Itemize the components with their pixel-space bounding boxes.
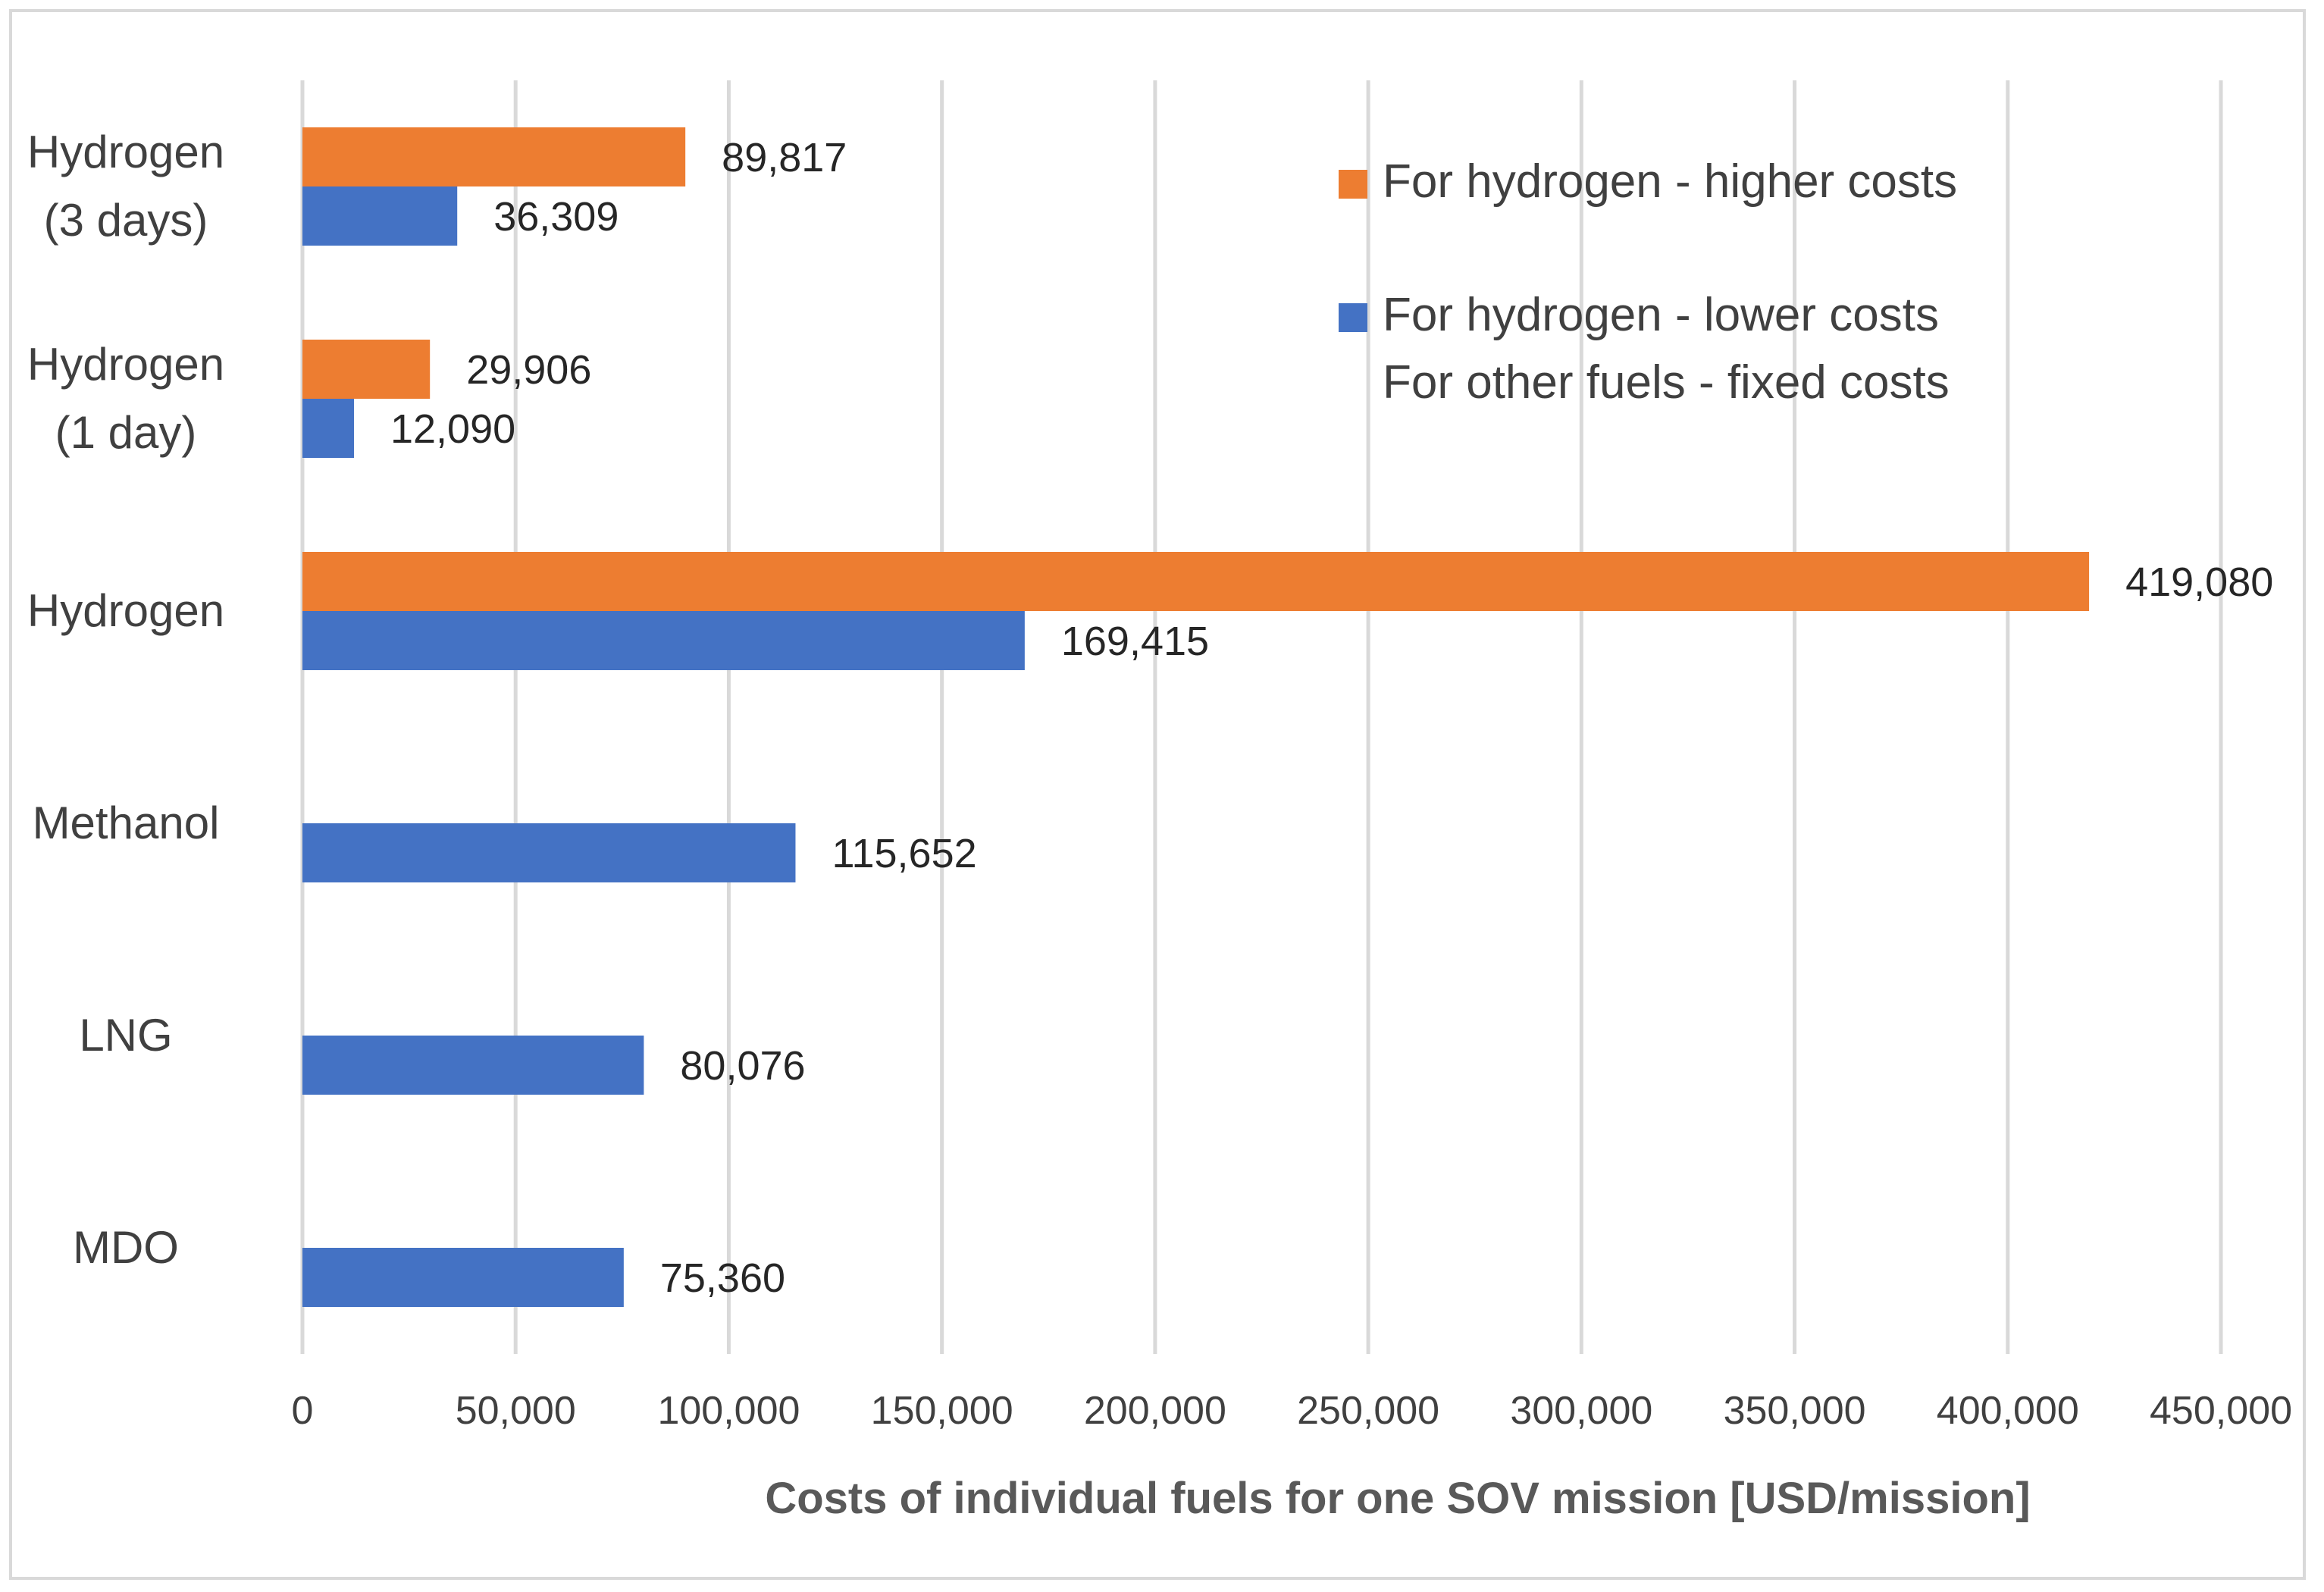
x-tick-label: 250,000	[1297, 1389, 1439, 1433]
bar-lower-costs	[302, 823, 796, 882]
data-label: 89,817	[722, 135, 847, 180]
data-label: 75,360	[660, 1255, 785, 1301]
x-tick-label: 100,000	[657, 1389, 800, 1433]
x-tick-label: 0	[292, 1389, 314, 1433]
legend-swatch-lower-costs	[1339, 303, 1367, 332]
x-tick-label: 200,000	[1084, 1389, 1226, 1433]
legend-label-lower-costs: For hydrogen - lower costs	[1383, 289, 1939, 341]
category-label: (3 days)	[44, 195, 208, 246]
bar-lower-costs	[302, 399, 354, 458]
category-label: MDO	[73, 1222, 179, 1273]
bar-lower-costs	[302, 186, 458, 246]
legend-label-higher-costs: For hydrogen - higher costs	[1383, 155, 1957, 208]
bar-higher-costs	[302, 552, 2090, 611]
category-label: Hydrogen	[27, 339, 224, 390]
legend: For hydrogen - higher costs For hydrogen…	[1339, 155, 1957, 409]
category-label: Methanol	[33, 798, 220, 848]
category-label: Hydrogen	[27, 585, 224, 636]
data-label: 12,090	[390, 406, 515, 452]
data-label: 115,652	[832, 831, 976, 876]
gridlines	[300, 80, 2223, 1354]
x-tick-labels: 0 50,000 100,000 150,000 200,000 250,000 300,0…	[292, 1389, 2292, 1433]
bar-lower-costs	[302, 611, 1025, 670]
bars	[302, 127, 2090, 1307]
data-label: 169,415	[1061, 619, 1209, 664]
category-label: LNG	[79, 1010, 172, 1061]
category-label: (1 day)	[55, 407, 197, 458]
data-label: 29,906	[466, 347, 591, 393]
x-tick-label: 150,000	[871, 1389, 1013, 1433]
x-tick-label: 300,000	[1510, 1389, 1652, 1433]
data-labels: 89,817 36,309 29,906 12,090 419,080 169,415 11…	[390, 135, 2273, 1301]
category-labels: Hydrogen (3 days) Hydrogen (1 day) Hydrogen M…	[27, 127, 224, 1273]
data-label: 80,076	[680, 1043, 805, 1089]
bar-lower-costs	[302, 1036, 644, 1095]
x-tick-label: 450,000	[2150, 1389, 2292, 1433]
x-tick-label: 400,000	[1937, 1389, 2079, 1433]
x-tick-label: 350,000	[1724, 1389, 1866, 1433]
category-label: Hydrogen	[27, 127, 224, 177]
bar-higher-costs	[302, 127, 686, 186]
bar-lower-costs	[302, 1248, 624, 1307]
chart-container: 89,817 36,309 29,906 12,090 419,080 169,415 11…	[9, 9, 2306, 1580]
data-label: 36,309	[493, 194, 619, 240]
legend-swatch-higher-costs	[1339, 170, 1367, 199]
x-tick-label: 50,000	[456, 1389, 576, 1433]
bar-higher-costs	[302, 340, 431, 399]
bar-chart: 89,817 36,309 29,906 12,090 419,080 169,415 11…	[27, 80, 2292, 1523]
data-label: 419,080	[2125, 559, 2273, 605]
legend-label-fixed-costs: For other fuels - fixed costs	[1383, 356, 1950, 409]
x-axis-title: Costs of individual fuels for one SOV mi…	[765, 1474, 2030, 1523]
